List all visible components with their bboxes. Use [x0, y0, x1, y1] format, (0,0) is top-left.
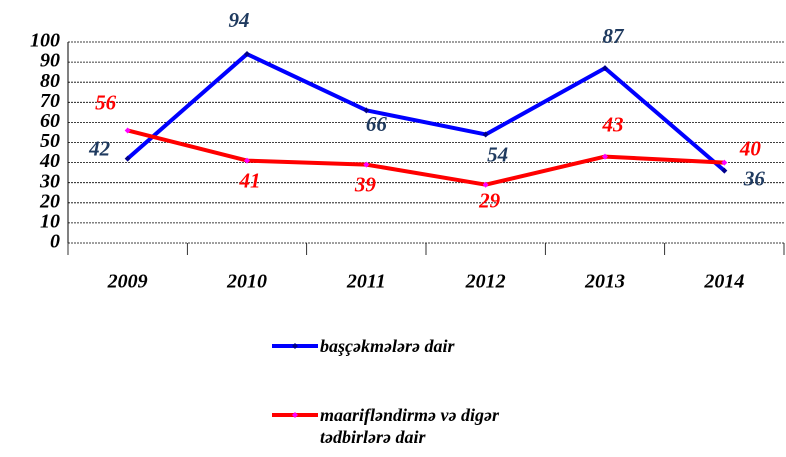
y-tick-label: 100: [30, 30, 60, 52]
y-tick-label: 50: [40, 130, 60, 152]
marker: [482, 131, 489, 138]
marker: [244, 157, 250, 164]
legend-marker: [292, 343, 298, 349]
x-tick-label: 2014: [703, 271, 744, 293]
data-label: 54: [487, 142, 508, 166]
x-tick-label: 2009: [107, 271, 148, 293]
legend-label: başçəkmələrə dair: [320, 336, 455, 356]
y-tick-label: 90: [40, 50, 60, 72]
y-tick-label: 0: [50, 231, 60, 253]
x-tick-label: 2011: [346, 271, 386, 293]
x-tick-label: 2010: [226, 271, 267, 293]
legend-marker: [292, 412, 298, 418]
marker: [721, 159, 728, 166]
data-label: 94: [229, 8, 250, 32]
y-tick-label: 20: [39, 190, 60, 212]
marker: [244, 51, 250, 58]
y-tick-label: 70: [40, 90, 60, 112]
series-line: [127, 128, 725, 187]
marker: [482, 181, 489, 188]
marker: [721, 167, 728, 174]
y-tick-label: 60: [40, 110, 60, 132]
marker: [602, 153, 608, 160]
y-tick-label: 30: [39, 170, 60, 192]
marker: [602, 65, 608, 72]
data-label: 56: [95, 90, 117, 114]
marker: [363, 161, 370, 168]
x-tick-label: 2012: [465, 271, 506, 293]
y-tick-label: 80: [40, 70, 60, 92]
data-label: 29: [478, 189, 501, 213]
data-label: 66: [366, 112, 388, 136]
legend-label: maarifləndirmə və digər tədbirlərə dair: [320, 405, 499, 447]
y-tick-label: 10: [40, 210, 60, 232]
y-tick-label: 40: [39, 150, 60, 172]
data-label: 40: [739, 136, 762, 160]
data-label: 87: [603, 24, 626, 48]
x-tick-label: 2013: [584, 271, 625, 293]
data-label: 39: [354, 172, 377, 196]
marker: [124, 127, 131, 134]
marker: [363, 107, 370, 114]
data-label: 42: [88, 136, 111, 160]
series-line: [126, 52, 726, 173]
data-label: 41: [239, 168, 261, 192]
data-label: 43: [602, 112, 624, 136]
data-label: 36: [743, 166, 766, 190]
marker: [124, 155, 131, 162]
